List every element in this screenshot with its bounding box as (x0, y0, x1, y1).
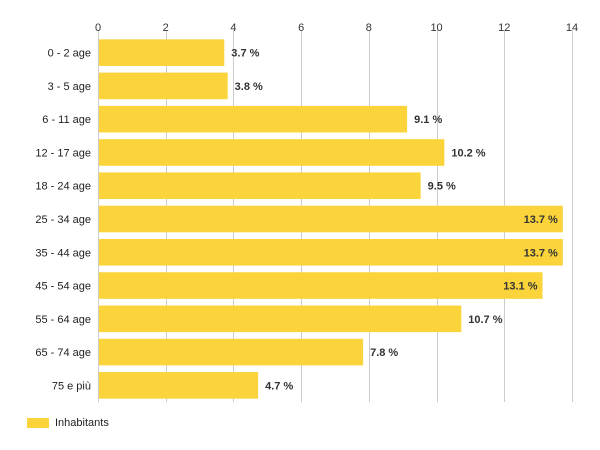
bar-chart: 0 2 4 6 8 10 12 14 0 - 2 age 3 - 5 age 6 - 11 age… (35, 22, 578, 402)
x-tick-label: 2 (163, 22, 169, 34)
data-label: 10.2 % (451, 147, 485, 159)
bar (99, 238, 563, 266)
bar (99, 272, 543, 299)
bar (99, 72, 228, 100)
legend: Inhabitants (27, 417, 109, 429)
x-tick-label: 6 (298, 22, 304, 34)
data-label: 3.8 % (235, 81, 263, 93)
x-axis-ticks: 0 2 4 6 8 10 12 14 (95, 22, 578, 34)
x-tick-label: 14 (566, 22, 578, 34)
bar (99, 338, 364, 366)
data-label: 4.7 % (265, 380, 293, 392)
legend-label: Inhabitants (55, 417, 109, 429)
x-tick-label: 8 (366, 22, 372, 34)
data-labels: 3.7 % 3.8 % 9.1 % 10.2 % 9.5 % 13.7 % 13.7 % 13… (231, 48, 558, 393)
data-label: 13.1 % (503, 281, 537, 293)
x-tick-label: 12 (498, 22, 510, 34)
category-label: 55 - 64 age (35, 314, 91, 326)
category-label: 18 - 24 age (35, 181, 91, 193)
category-label: 45 - 54 age (35, 281, 91, 293)
bar (99, 305, 462, 333)
bars (99, 39, 563, 399)
legend-swatch (27, 418, 49, 428)
category-label: 25 - 34 age (35, 214, 91, 226)
bar (99, 172, 421, 200)
bar (99, 105, 408, 133)
data-label: 9.1 % (414, 114, 442, 126)
category-label: 0 - 2 age (48, 48, 91, 60)
data-label: 13.7 % (524, 214, 558, 226)
bar (99, 372, 259, 399)
x-tick-label: 4 (230, 22, 236, 34)
category-labels: 0 - 2 age 3 - 5 age 6 - 11 age 12 - 17 age 1… (35, 48, 91, 393)
category-label: 75 e più (52, 380, 91, 392)
data-label: 3.7 % (231, 48, 259, 60)
x-tick-label: 10 (430, 22, 442, 34)
data-label: 9.5 % (428, 181, 456, 193)
data-label: 7.8 % (370, 347, 398, 359)
category-label: 65 - 74 age (35, 347, 91, 359)
bar (99, 139, 445, 166)
category-label: 3 - 5 age (48, 81, 91, 93)
category-label: 12 - 17 age (35, 147, 91, 159)
x-tick-label: 0 (95, 22, 101, 34)
data-label: 10.7 % (468, 314, 502, 326)
bar (99, 205, 563, 233)
category-label: 6 - 11 age (42, 114, 91, 126)
data-label: 13.7 % (524, 247, 558, 259)
category-label: 35 - 44 age (35, 247, 91, 259)
bar (99, 39, 225, 66)
